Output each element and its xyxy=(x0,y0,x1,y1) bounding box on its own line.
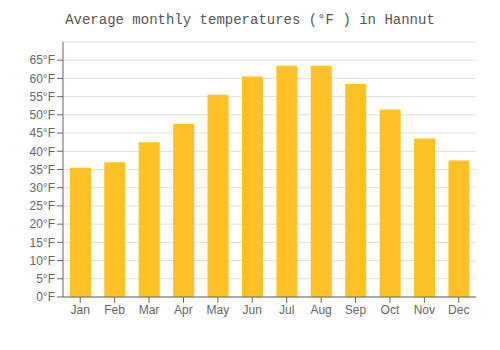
svg-text:50°F: 50°F xyxy=(30,108,55,122)
svg-text:55°F: 55°F xyxy=(30,90,55,104)
svg-text:Nov: Nov xyxy=(414,303,435,317)
svg-text:35°F: 35°F xyxy=(30,163,55,177)
svg-text:45°F: 45°F xyxy=(30,126,55,140)
svg-text:65°F: 65°F xyxy=(30,53,55,67)
svg-text:Dec: Dec xyxy=(448,303,469,317)
svg-text:60°F: 60°F xyxy=(30,72,55,86)
svg-text:Jun: Jun xyxy=(243,303,262,317)
svg-text:0°F: 0°F xyxy=(36,290,55,304)
svg-text:5°F: 5°F xyxy=(36,272,55,286)
svg-text:Sep: Sep xyxy=(345,303,367,317)
svg-text:30°F: 30°F xyxy=(30,181,55,195)
svg-text:Jul: Jul xyxy=(279,303,294,317)
svg-text:20°F: 20°F xyxy=(30,217,55,231)
svg-text:May: May xyxy=(207,303,230,317)
html-text:Average monthly temperatures (: Average monthly temperatures (°F ) in Ha… xyxy=(65,12,435,28)
svg-text:25°F: 25°F xyxy=(30,199,55,213)
svg-text:15°F: 15°F xyxy=(30,236,55,250)
svg-text:Apr: Apr xyxy=(174,303,193,317)
svg-text:Mar: Mar xyxy=(139,303,160,317)
svg-text:Feb: Feb xyxy=(104,303,125,317)
svg-text:40°F: 40°F xyxy=(30,145,55,159)
svg-text:Jan: Jan xyxy=(71,303,90,317)
svg-text:Aug: Aug xyxy=(310,303,331,317)
svg-text:Oct: Oct xyxy=(381,303,400,317)
svg-text:10°F: 10°F xyxy=(30,254,55,268)
